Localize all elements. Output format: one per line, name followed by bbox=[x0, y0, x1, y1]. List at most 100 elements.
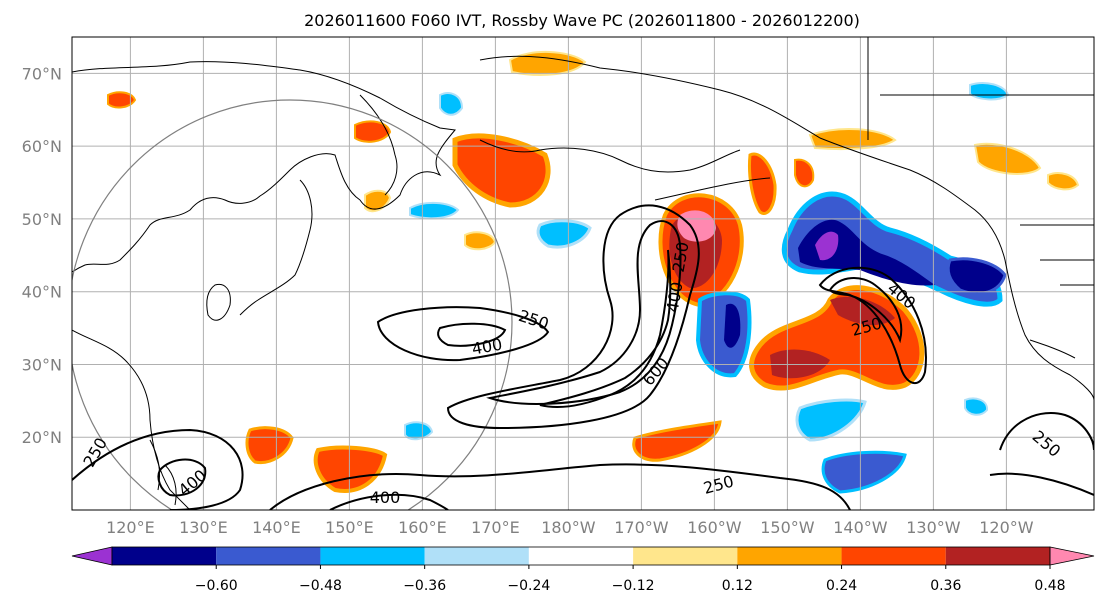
contour-250-south bbox=[269, 463, 851, 510]
colorbar-segment bbox=[737, 547, 842, 565]
fill-negative-west bbox=[536, 219, 592, 249]
contour-250-se-lower bbox=[989, 472, 1094, 496]
fill-positive-east-core bbox=[770, 349, 830, 379]
x-tick-label: 150°W bbox=[760, 518, 815, 537]
coastline-philippines bbox=[149, 439, 177, 506]
fill-positive-spot4 bbox=[794, 158, 815, 188]
x-tick-label: 160°E bbox=[398, 518, 447, 537]
colorbar-tick-label: 0.36 bbox=[930, 578, 961, 594]
contour-400-south bbox=[329, 493, 449, 510]
colorbar-segment bbox=[320, 547, 425, 565]
coastline-bering bbox=[479, 139, 741, 173]
x-tick-label: 140°W bbox=[833, 518, 888, 537]
fill-positive-alaska bbox=[748, 152, 777, 215]
colorbar-extend-high bbox=[1049, 546, 1095, 566]
coastline-canada bbox=[867, 37, 1094, 286]
fill-negative-spot bbox=[964, 397, 989, 416]
contour-label: 400 bbox=[370, 488, 401, 507]
colorbar-tick-label: −0.60 bbox=[195, 578, 238, 594]
fill-negative-okhotsk bbox=[409, 202, 460, 220]
coastline-gulf-islands bbox=[654, 177, 771, 201]
fill-positive-kamchatka bbox=[354, 120, 392, 143]
y-tick-label: 30°N bbox=[22, 355, 62, 374]
colorbar-tick-label: −0.24 bbox=[507, 578, 550, 594]
y-tick-label: 50°N bbox=[22, 210, 62, 229]
colorbar-segment bbox=[633, 547, 738, 565]
contour-250-kuroshio bbox=[376, 306, 550, 362]
y-tick-label: 60°N bbox=[22, 137, 62, 156]
coastline-layer bbox=[72, 37, 1094, 510]
contour-400-jet bbox=[486, 220, 682, 405]
fill-positive-n-gulf bbox=[808, 127, 897, 151]
ivt-contour-layer bbox=[72, 204, 1094, 510]
colorbar-extend-low bbox=[71, 546, 113, 566]
fill-positive-tropic1 bbox=[313, 445, 388, 493]
colorbar-segment bbox=[528, 547, 634, 565]
fill-positive-arctic bbox=[508, 51, 587, 76]
x-tick-label: 120°E bbox=[106, 518, 155, 537]
contour-250-tropics-west bbox=[72, 428, 244, 510]
colorbar-tick-label: 0.48 bbox=[1034, 578, 1065, 594]
y-tick-labels: 20°N 30°N 40°N 50°N 60°N 70°N bbox=[22, 64, 62, 447]
colorbar-tick-label: −0.36 bbox=[403, 578, 446, 594]
coastline-alaska bbox=[479, 55, 1094, 401]
x-tick-label: 160°W bbox=[687, 518, 742, 537]
contour-250-se bbox=[999, 412, 1094, 451]
x-tick-label: 170°W bbox=[614, 518, 669, 537]
x-tick-label: 130°W bbox=[906, 518, 961, 537]
fill-positive-tropic2 bbox=[245, 426, 294, 465]
colorbar-segment bbox=[424, 547, 529, 565]
fill-negative-tropic bbox=[404, 421, 434, 441]
coastline-japan bbox=[239, 179, 313, 316]
fill-negative-mid bbox=[695, 291, 752, 378]
reference-circle bbox=[72, 99, 513, 510]
y-tick-label: 20°N bbox=[22, 428, 62, 447]
fill-positive-spot2 bbox=[464, 231, 497, 251]
contour-250-jet bbox=[446, 204, 700, 430]
fill-negative-arctic bbox=[439, 92, 464, 116]
colorbar-segment bbox=[841, 547, 946, 565]
colorbar-segment bbox=[945, 547, 1050, 565]
y-tick-label: 40°N bbox=[22, 283, 62, 302]
coastline-asia bbox=[72, 61, 456, 273]
fill-positive-spot5 bbox=[1047, 172, 1080, 191]
fill-positive-tropic3 bbox=[632, 420, 722, 462]
map-frame bbox=[71, 36, 1095, 511]
colorbar-tick-label: 0.24 bbox=[826, 578, 857, 594]
x-tick-labels: 120°E 130°E 140°E 150°E 160°E 170°E 180°W 170°W… bbox=[106, 518, 1034, 537]
colorbar-frame bbox=[111, 546, 1051, 566]
x-tick-label: 180°W bbox=[541, 518, 596, 537]
y-tick-label: 70°N bbox=[22, 64, 62, 83]
contour-600-jet bbox=[539, 249, 672, 408]
fill-positive-spot1 bbox=[107, 91, 137, 109]
map-grid bbox=[72, 37, 1094, 510]
colorbar-tick-label: −0.12 bbox=[612, 578, 655, 594]
pc-fill-layer bbox=[107, 51, 1080, 494]
x-tick-label: 130°E bbox=[179, 518, 228, 537]
fill-negative-ne-peak bbox=[815, 231, 839, 261]
x-tick-label: 120°W bbox=[979, 518, 1034, 537]
fill-positive-gulf-peak bbox=[677, 210, 716, 242]
contour-400-kuroshio bbox=[437, 322, 507, 347]
fill-positive-bering bbox=[452, 133, 551, 208]
contour-400-tropics-west bbox=[157, 458, 207, 497]
coastline-korea bbox=[206, 283, 231, 321]
colorbar-tick-label: 0.12 bbox=[722, 578, 753, 594]
colorbar-tick-label: −0.48 bbox=[299, 578, 342, 594]
fill-negative-south bbox=[795, 398, 867, 442]
x-tick-label: 150°E bbox=[325, 518, 374, 537]
x-tick-label: 170°E bbox=[471, 518, 520, 537]
coastline-kamchatka bbox=[359, 94, 398, 196]
chart-title: 2026011600 F060 IVT, Rossby Wave PC (202… bbox=[304, 11, 860, 30]
colorbar-segment bbox=[112, 547, 217, 565]
contour-400-east bbox=[828, 277, 903, 344]
fill-positive-canada bbox=[973, 142, 1042, 175]
fill-negative-mid-core bbox=[724, 303, 741, 348]
fill-positive-spot3 bbox=[364, 189, 392, 213]
coastline-mexico bbox=[1029, 339, 1076, 359]
coastline-asia-lower bbox=[72, 329, 191, 510]
colorbar: −0.60 −0.48 −0.36 −0.24 −0.12 0.12 0.24 0.36 0.4… bbox=[71, 546, 1095, 594]
colorbar-segment bbox=[216, 547, 321, 565]
x-tick-label: 140°E bbox=[252, 518, 301, 537]
